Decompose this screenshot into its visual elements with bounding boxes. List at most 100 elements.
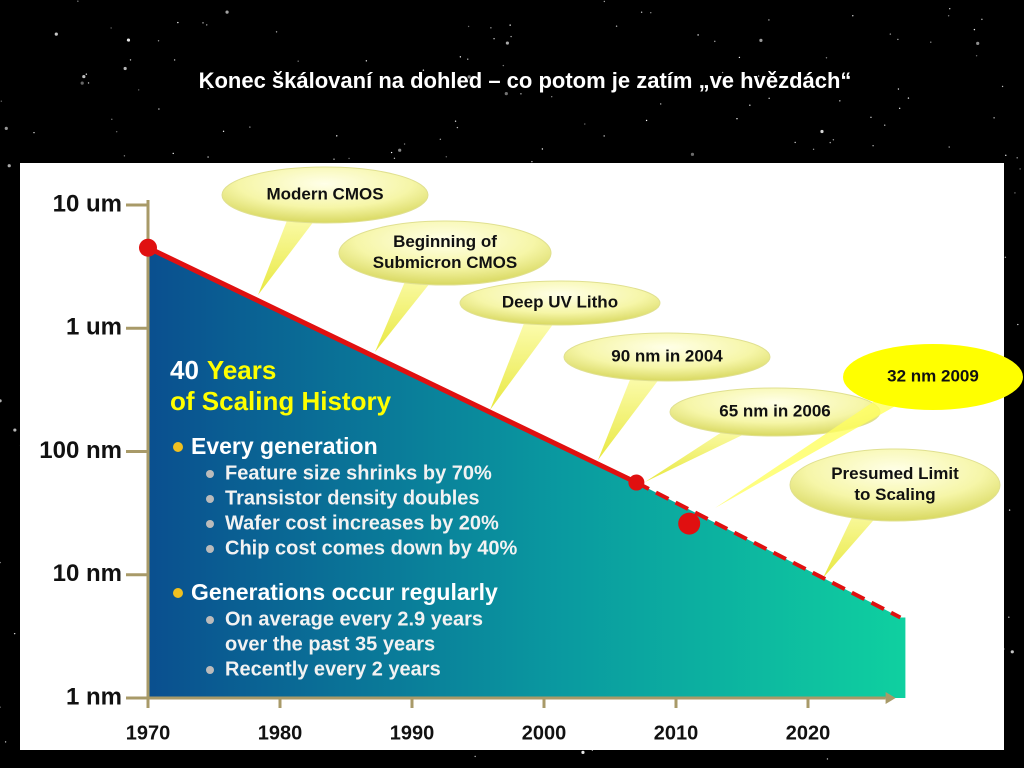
star xyxy=(123,155,126,157)
y-tick-label: 100 nm xyxy=(39,437,122,464)
star xyxy=(1004,256,1007,258)
star xyxy=(207,156,209,158)
x-tick-label: 2010 xyxy=(654,722,699,744)
star xyxy=(820,129,824,134)
star xyxy=(531,160,533,163)
y-tick-label: 1 um xyxy=(66,314,122,341)
star xyxy=(721,71,724,74)
star xyxy=(1016,157,1018,159)
star xyxy=(825,57,828,59)
star xyxy=(889,33,892,35)
block-heading: 40 Years xyxy=(170,355,276,385)
callout-text: Modern CMOS xyxy=(266,184,383,203)
star xyxy=(660,103,662,105)
sub-bullet-dot xyxy=(206,666,214,674)
block-heading-number: 40 xyxy=(170,355,199,385)
star xyxy=(749,104,751,106)
star xyxy=(111,118,113,120)
sub-bullet-text: Transistor density doubles xyxy=(225,487,480,509)
star xyxy=(467,25,470,28)
star xyxy=(757,75,760,77)
x-tick-label: 1990 xyxy=(390,722,435,744)
star xyxy=(82,74,86,79)
star xyxy=(975,55,978,57)
star xyxy=(390,151,393,154)
sub-bullet-dot xyxy=(206,495,214,503)
star xyxy=(794,141,796,144)
sub-bullet-dot xyxy=(206,616,214,624)
y-tick-label: 10 um xyxy=(53,190,122,217)
star xyxy=(736,118,738,120)
callout-bubble xyxy=(563,332,771,382)
callout-bubble xyxy=(789,448,1001,522)
star xyxy=(510,35,512,38)
callout-pointer xyxy=(598,362,672,460)
star xyxy=(467,75,471,79)
star xyxy=(650,12,652,14)
star xyxy=(123,66,127,71)
y-tick-label: 1 nm xyxy=(66,683,122,710)
star xyxy=(993,117,995,119)
star xyxy=(768,19,770,21)
star xyxy=(490,27,492,29)
star xyxy=(870,116,872,119)
star xyxy=(948,146,950,148)
star xyxy=(137,89,140,91)
x-tick-label: 1970 xyxy=(126,722,171,744)
star xyxy=(826,758,829,760)
star xyxy=(1019,168,1021,170)
sub-bullet-dot xyxy=(206,545,214,553)
star xyxy=(1008,616,1010,618)
star xyxy=(615,25,618,27)
star xyxy=(1017,323,1019,326)
area-fill xyxy=(148,247,906,698)
callout-text: Deep UV Litho xyxy=(502,292,618,311)
star xyxy=(768,97,770,100)
star xyxy=(907,97,910,99)
star xyxy=(947,15,950,17)
star xyxy=(54,32,58,36)
star xyxy=(1005,154,1007,157)
star xyxy=(115,131,118,133)
star xyxy=(222,130,225,133)
sub-bullet-text: Chip cost comes down by 40% xyxy=(225,537,518,559)
star xyxy=(0,100,3,102)
star xyxy=(474,755,476,758)
star xyxy=(839,100,841,102)
callout-text: 65 nm in 2006 xyxy=(719,401,831,420)
block-heading-word: Years xyxy=(207,355,276,385)
callout-text: 32 nm 2009 xyxy=(887,366,979,385)
bullet-text: Generations occur regularly xyxy=(191,579,498,605)
star xyxy=(1008,509,1011,511)
star xyxy=(439,138,442,140)
star xyxy=(829,141,831,144)
star xyxy=(581,750,585,754)
star xyxy=(973,28,976,31)
block-heading-line2: of Scaling History xyxy=(170,386,392,416)
x-tick-label: 1980 xyxy=(258,722,303,744)
sub-bullet-text: Wafer cost increases by 20% xyxy=(225,512,499,534)
star xyxy=(603,0,606,3)
callout-text: Presumed Limit xyxy=(831,464,959,483)
star xyxy=(7,164,11,168)
star xyxy=(173,59,176,61)
star xyxy=(87,82,90,84)
star xyxy=(812,148,815,150)
callout-pointer xyxy=(258,200,330,295)
star xyxy=(225,10,229,14)
star xyxy=(202,22,204,24)
callout-pointer xyxy=(715,382,938,508)
sub-bullet-dot xyxy=(206,520,214,528)
star xyxy=(584,123,586,125)
bullet-dot xyxy=(173,588,183,598)
sub-bullet-text: On average every 2.9 years xyxy=(225,608,483,630)
callout-text: Beginning of xyxy=(393,232,497,251)
x-tick-label: 2020 xyxy=(786,722,831,744)
callout-bubble xyxy=(843,344,1023,410)
star xyxy=(645,119,648,122)
callout-pointer xyxy=(490,308,565,410)
star xyxy=(348,157,350,160)
star xyxy=(0,561,1,564)
